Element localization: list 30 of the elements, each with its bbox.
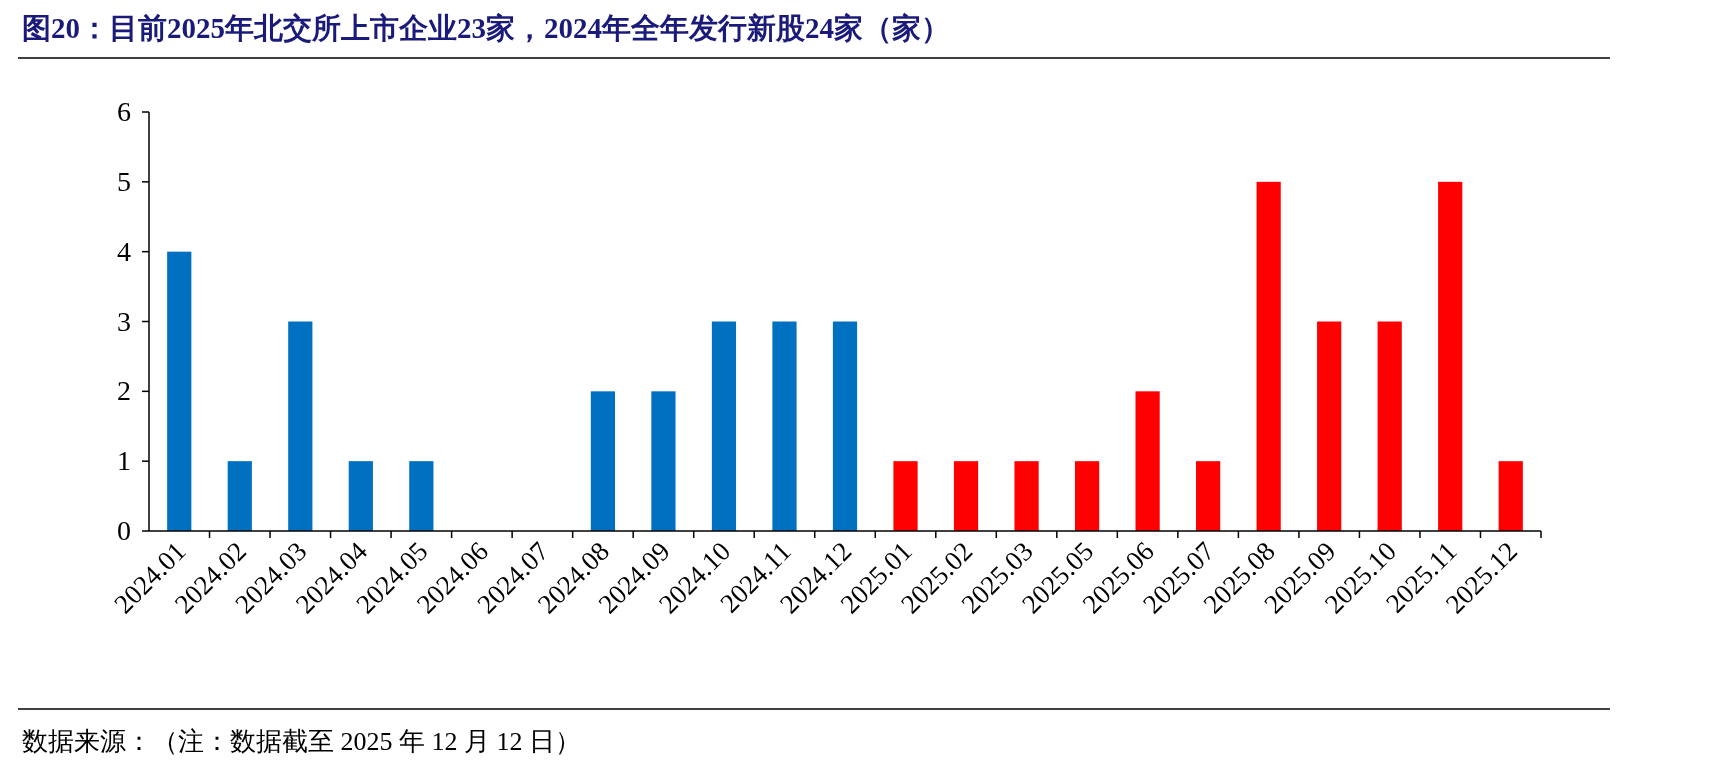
bar [1014, 461, 1039, 531]
bar [832, 321, 858, 531]
y-tick-label: 5 [117, 165, 131, 197]
bar [348, 461, 373, 531]
bar [651, 391, 676, 531]
bar [1438, 181, 1463, 531]
bar [1074, 461, 1100, 531]
bar [1377, 321, 1402, 531]
bar [1256, 181, 1281, 531]
bar [1498, 461, 1523, 531]
y-tick-label: 3 [117, 305, 131, 337]
y-tick-label: 1 [117, 445, 131, 477]
bar [1196, 461, 1221, 531]
source-note: 数据来源：（注：数据截至 2025 年 12 月 12 日） [22, 727, 581, 756]
bar [772, 321, 797, 531]
bar [227, 461, 252, 531]
y-tick-label: 2 [117, 375, 131, 407]
bar [590, 391, 616, 531]
chart-title: 图20：目前2025年北交所上市企业23家，2024年全年发行新股24家（家） [22, 12, 950, 44]
bar [1135, 391, 1160, 531]
bar [167, 251, 192, 531]
y-tick-label: 0 [117, 515, 131, 546]
bar [1317, 321, 1342, 531]
bar [893, 461, 918, 531]
y-tick-label: 6 [117, 96, 131, 127]
bar [953, 461, 979, 531]
bar [288, 321, 313, 531]
y-tick-label: 4 [117, 235, 131, 267]
bar [711, 321, 737, 531]
bar [409, 461, 434, 531]
